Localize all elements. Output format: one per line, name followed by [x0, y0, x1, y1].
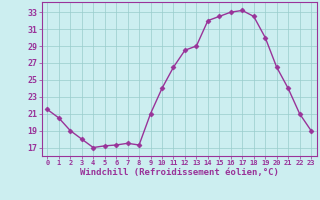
X-axis label: Windchill (Refroidissement éolien,°C): Windchill (Refroidissement éolien,°C): [80, 168, 279, 177]
